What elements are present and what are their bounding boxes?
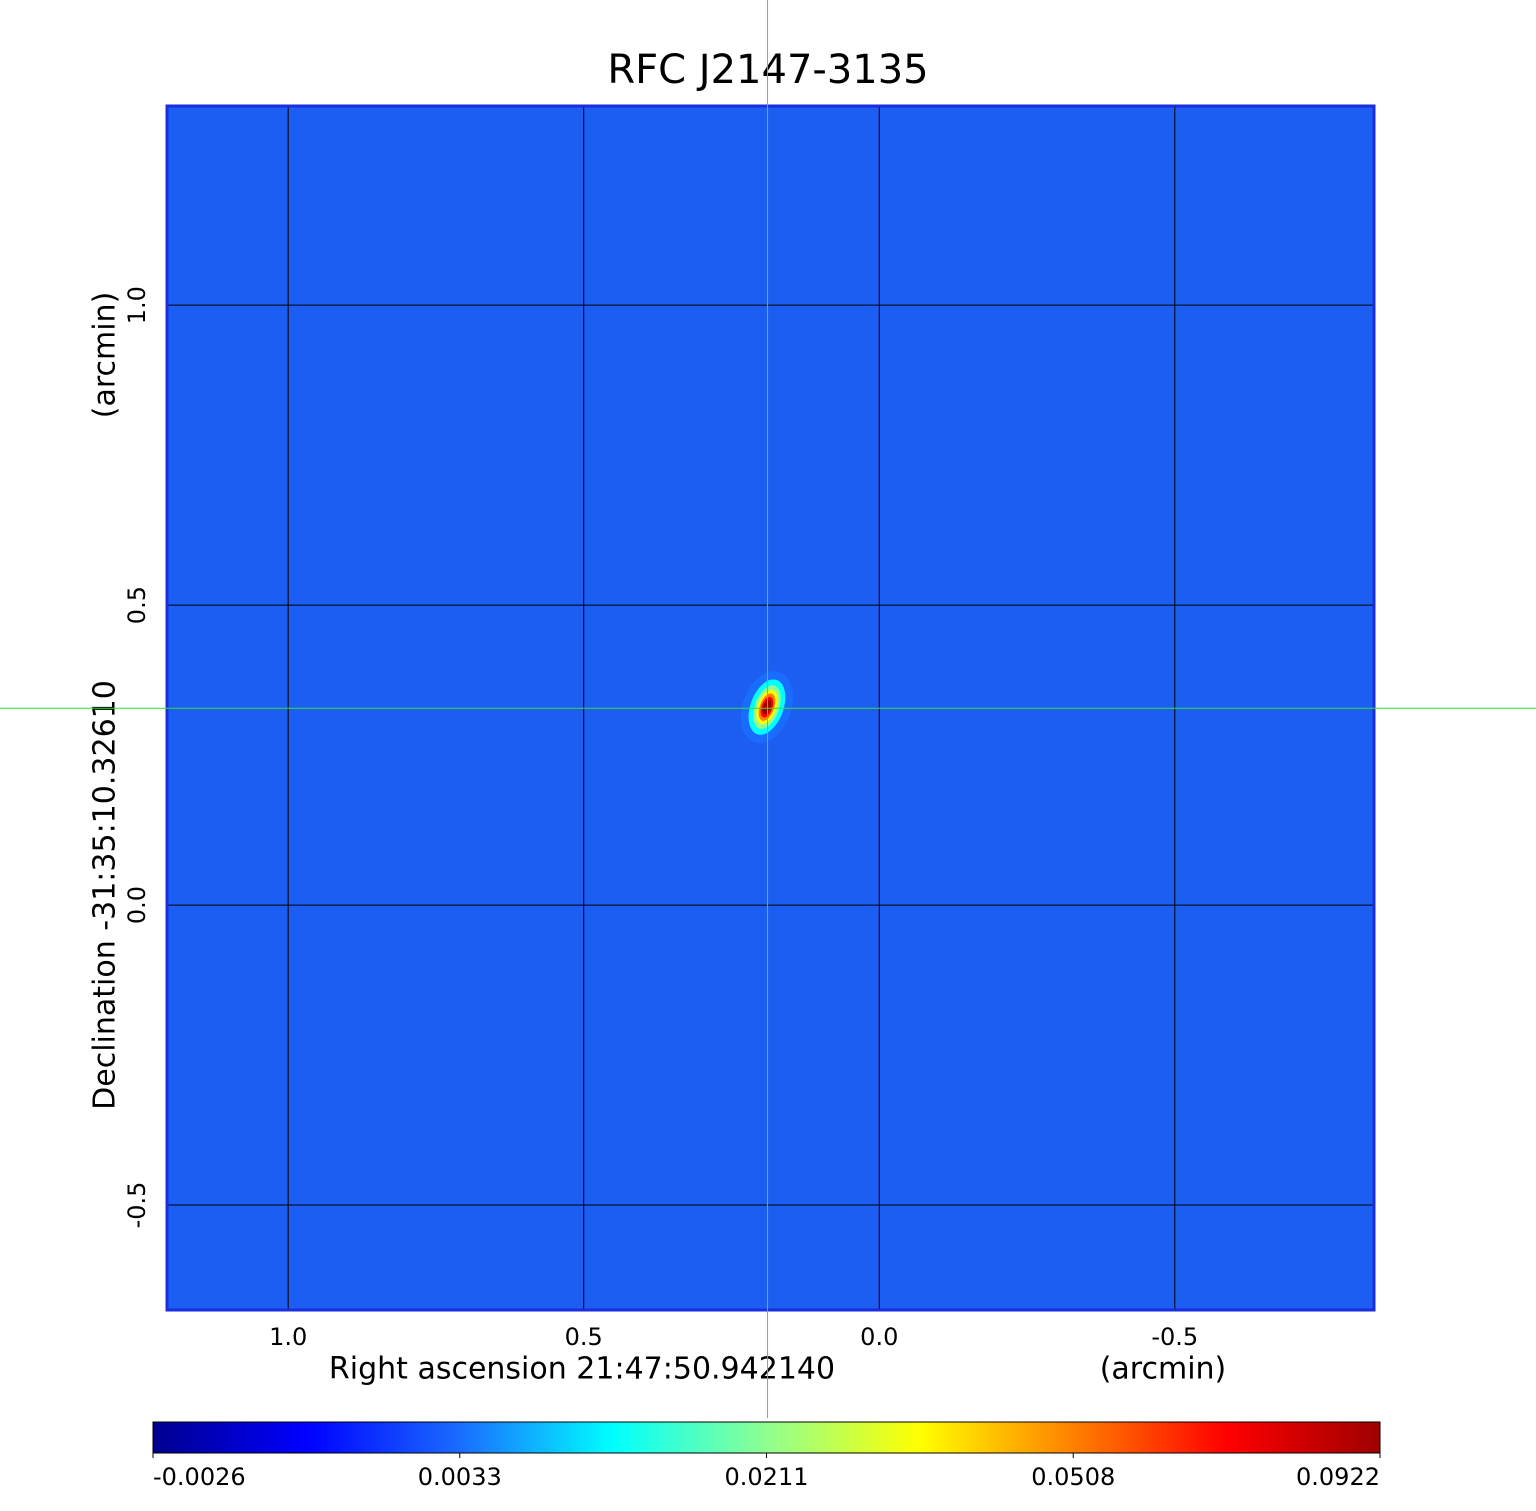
colorbar-tick-label: 0.0211 bbox=[725, 1463, 809, 1491]
y-tick-label: 0.5 bbox=[123, 586, 151, 624]
x-axis-label: Right ascension 21:47:50.942140 bbox=[329, 1352, 835, 1387]
y-tick-label: 1.0 bbox=[123, 286, 151, 324]
colorbar-tick-label: -0.0026 bbox=[153, 1463, 246, 1491]
x-tick-label: 0.0 bbox=[860, 1323, 898, 1351]
source bbox=[762, 699, 772, 715]
x-axis-unit: (arcmin) bbox=[1100, 1352, 1227, 1387]
colorbar-tick-label: 0.0508 bbox=[1031, 1463, 1115, 1491]
colorbar bbox=[152, 1421, 1381, 1454]
y-tick-label: 0.0 bbox=[123, 886, 151, 924]
x-tick-label: 1.0 bbox=[269, 1323, 307, 1351]
y-axis-label: Declination -31:35:10.32610 bbox=[88, 680, 123, 1110]
y-tick-label: -0.5 bbox=[123, 1182, 151, 1229]
colorbar-tick-label: 0.0033 bbox=[418, 1463, 502, 1491]
x-tick-label: 0.5 bbox=[565, 1323, 603, 1351]
colorbar-tick-label: 0.0922 bbox=[1296, 1463, 1380, 1491]
y-axis-unit: (arcmin) bbox=[88, 292, 123, 419]
x-tick-label: -0.5 bbox=[1151, 1323, 1198, 1351]
